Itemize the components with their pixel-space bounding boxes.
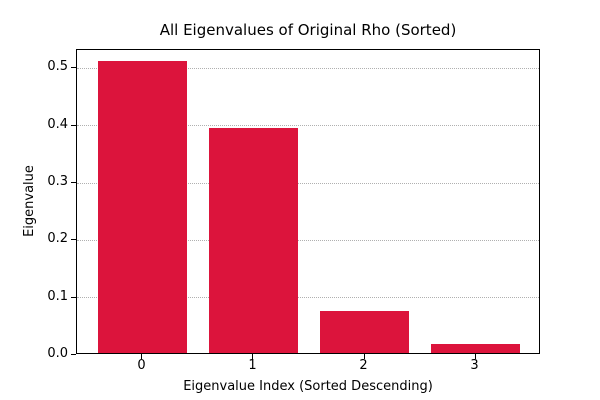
- x-tick-label: 2: [359, 358, 368, 373]
- y-tick-label: 0.5: [47, 59, 68, 75]
- y-gridline: [77, 297, 539, 299]
- chart-title: All Eigenvalues of Original Rho (Sorted): [159, 21, 457, 39]
- x-tick-label: 0: [137, 358, 146, 373]
- y-tick-mark: [71, 124, 76, 126]
- bar-3: [431, 343, 520, 353]
- y-tick-mark: [71, 182, 76, 183]
- y-gridline: [77, 67, 539, 69]
- y-tick-mark: [71, 354, 76, 355]
- y-tick-label: 0.4: [47, 116, 68, 132]
- x-tick-mark: [141, 354, 143, 359]
- y-gridline: [77, 125, 539, 127]
- plot-area: [76, 49, 540, 354]
- y-tick-label: 0.1: [47, 288, 68, 304]
- y-gridline: [77, 239, 539, 241]
- bar-1: [209, 128, 298, 353]
- x-tick-mark: [474, 354, 476, 359]
- x-tick-mark: [252, 354, 254, 359]
- y-tick-label: 0.2: [47, 231, 68, 247]
- x-axis-label: Eigenvalue Index (Sorted Descending): [183, 379, 433, 394]
- y-tick-mark: [71, 296, 76, 298]
- y-tick-mark: [71, 67, 76, 69]
- y-tick-label: 0.0: [47, 346, 68, 361]
- x-tick-mark: [363, 354, 365, 359]
- bar-2: [320, 311, 409, 353]
- x-tick-label: 1: [248, 358, 257, 373]
- y-tick-mark: [71, 239, 76, 241]
- y-gridline: [77, 182, 539, 184]
- x-tick-label: 3: [470, 358, 479, 373]
- y-tick-label: 0.3: [47, 174, 68, 189]
- bar-0: [98, 60, 187, 353]
